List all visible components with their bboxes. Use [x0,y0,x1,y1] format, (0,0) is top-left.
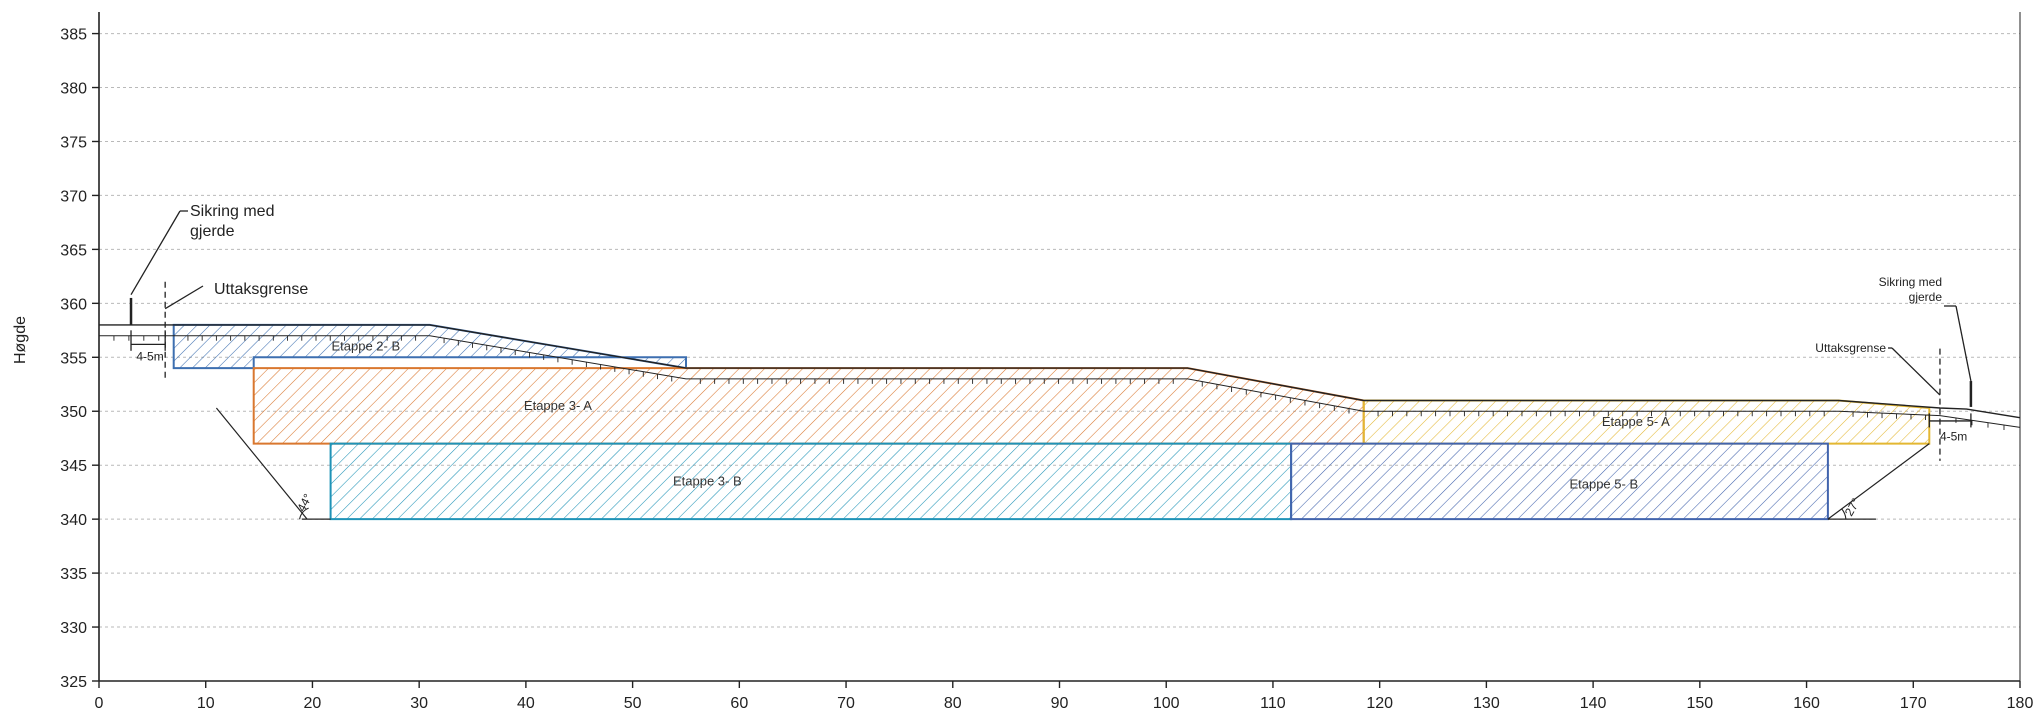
x-tick-label: 160 [1793,695,1820,712]
right-limit-label: Uttaksgrense [1815,341,1886,355]
x-tick-label: 10 [197,695,215,712]
right-angle-arc [1841,508,1847,520]
zone-etappe-3-b [329,442,1293,521]
y-tick-label: 330 [60,620,87,637]
zone-label-etappe-2-b: Etappe 2- B [331,339,400,354]
x-tick-label: 100 [1153,695,1180,712]
right-fence-label: Sikring med gjerde [1879,275,1943,304]
y-tick-label: 380 [60,81,87,98]
y-tick-label: 350 [60,404,87,421]
zone-label-etappe-5-a: Etappe 5- A [1602,414,1670,429]
x-tick-label: 150 [1686,695,1713,712]
zone-label-etappe-5-b: Etappe 5- B [1569,477,1638,492]
x-tick-label: 60 [730,695,748,712]
terrain-base-line [99,335,2021,428]
left-offset-label: 4-5m [136,350,163,364]
x-tick-label: 120 [1366,695,1393,712]
y-tick-label: 385 [60,27,87,44]
zone-etappe-2-b [172,323,687,370]
terrain-top-line [99,324,2021,419]
y-tick-label: 360 [60,296,87,313]
x-tick-label: 70 [837,695,855,712]
left-angle-label: 44° [294,491,315,514]
x-tick-label: 0 [95,695,104,712]
x-tick-label: 40 [517,695,535,712]
right-offset-label: 4-5m [1940,429,1967,443]
zone-label-etappe-3-b: Etappe 3- B [673,473,742,488]
x-tick-label: 80 [944,695,962,712]
y-tick-label: 345 [60,458,87,475]
left-fence-label: Sikring med gjerde [190,203,274,240]
x-axis-ticks: 0 10 20 30 40 50 60 70 80 90 100 110 120 130 140 150 160… [95,681,2034,712]
y-axis-title: Høgde [12,316,29,364]
y-tick-label: 355 [60,350,87,367]
right-slope-line [1827,443,1930,520]
zone-etappe-3-a [252,367,1365,445]
left-limit-label: Uttaksgrense [214,281,308,298]
right-fence-leader [1955,305,1972,382]
x-tick-label: 140 [1580,695,1607,712]
x-tick-label: 50 [624,695,642,712]
zone-label-etappe-3-a: Etappe 3- A [524,398,592,413]
zone-etappe-5-b [1290,442,1829,521]
terrain-profile [99,324,2021,520]
x-tick-label: 170 [1900,695,1927,712]
zones: Etappe 2- B Etappe 3- A Etappe 3- B Etappe … [172,323,1931,521]
y-tick-label: 325 [60,674,87,691]
left-slope-line [215,407,308,520]
y-axis-ticks: 325 330 335 340 345 350 355 360 365 370 375 380 385 [60,27,99,691]
y-tick-label: 335 [60,566,87,583]
y-tick-label: 375 [60,134,87,151]
x-tick-label: 30 [410,695,428,712]
x-tick-label: 20 [304,695,322,712]
x-tick-label: 90 [1051,695,1069,712]
y-tick-label: 340 [60,512,87,529]
left-angle-arc [299,507,309,520]
y-tick-label: 370 [60,188,87,205]
right-limit-leader [1891,347,1941,396]
annotations: Sikring med gjerde Uttaksgrense 4-5m Sikring… [129,203,1973,520]
x-tick-label: 130 [1473,695,1500,712]
left-fence-leader [130,210,181,296]
x-tick-label: 180 [2007,695,2034,712]
x-tick-label: 110 [1260,695,1286,712]
left-limit-leader [164,285,204,310]
y-tick-label: 365 [60,242,87,259]
